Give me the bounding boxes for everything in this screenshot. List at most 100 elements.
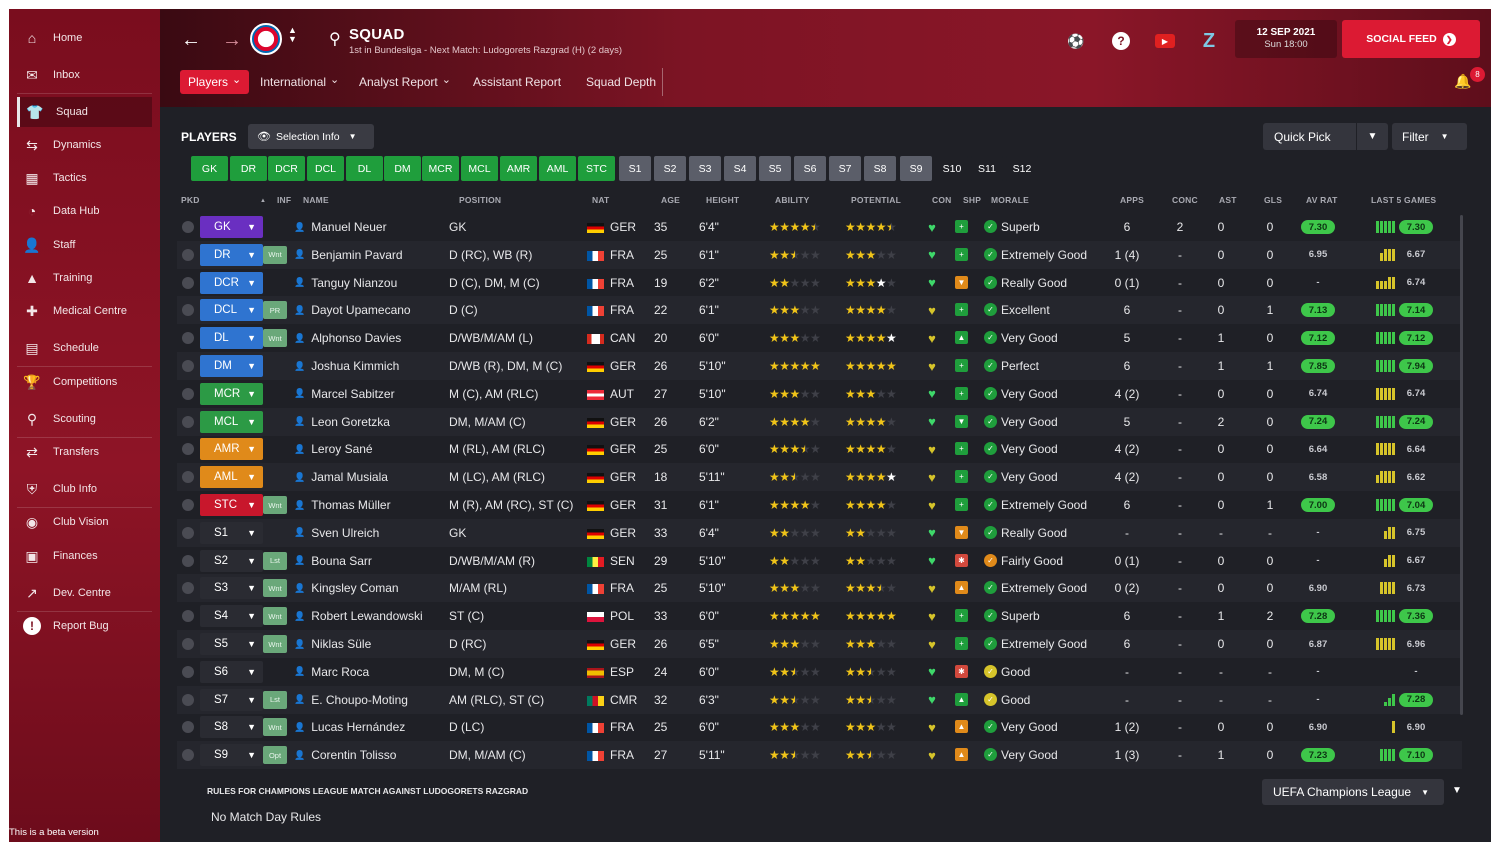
table-row[interactable]: S1 ▼ 👤 Sven Ulreich GK GER 33 6'4" ★★ ★ ★ ★ ★★ ★ ★ ★ ♥ ▼ ✓… [177,518,1462,547]
pick-checkbox[interactable] [182,499,194,511]
column-header-last-5-games[interactable]: LAST 5 GAMES [1371,195,1437,205]
pick-checkbox[interactable] [182,471,194,484]
selection-info-dropdown[interactable]: 👁 Selection Info ▼ [248,124,374,149]
pick-checkbox[interactable] [182,721,194,734]
pick-checkbox[interactable] [182,332,194,345]
sidebar-item-finances[interactable]: ▣ Finances [17,541,152,571]
column-header-potential[interactable]: POTENTIAL [851,195,901,205]
column-header-ability[interactable]: ABILITY [775,195,810,205]
back-arrow-icon[interactable]: ← [181,29,201,51]
pick-checkbox[interactable] [182,304,194,317]
pick-checkbox[interactable] [182,387,194,400]
sidebar-item-tactics[interactable]: ▦ Tactics [17,163,152,193]
sidebar-item-club-vision[interactable]: ◉ Club Vision [17,507,152,537]
sidebar-item-schedule[interactable]: ▤ Schedule [17,333,152,363]
column-header-ast[interactable]: AST [1219,195,1237,205]
position-button-aml[interactable]: AML [539,156,576,181]
sidebar-item-club-info[interactable]: ⛨ Club Info [17,474,152,504]
position-chip-amr[interactable]: AMR ▼ [200,438,263,461]
pick-checkbox[interactable] [182,221,194,233]
column-header-height[interactable]: HEIGHT [706,195,740,205]
table-row[interactable]: S3 ▼ Wnt 👤 Kingsley Coman M/AM (RL) FRA 25 5'10"… [177,574,1462,603]
player-name[interactable]: 👤 Jamal Musiala [294,463,388,491]
competition-select[interactable]: UEFA Champions League ▼ [1262,779,1444,805]
position-chip-dm[interactable]: DM ▼ [200,355,263,377]
sidebar-item-dynamics[interactable]: ⇆ Dynamics [17,130,152,160]
tab-analyst-report[interactable]: Analyst Report ⌄ [351,70,459,94]
sort-asc-icon[interactable]: ▲ [260,198,267,204]
sidebar-item-report-bug[interactable]: ! Report Bug [17,611,152,641]
video-icon[interactable]: ▶ [1154,31,1176,51]
column-header-name[interactable]: NAME [303,195,329,205]
position-chip-stc[interactable]: STC ▼ [200,494,263,516]
position-button-s2[interactable]: S2 [654,156,686,181]
position-button-mcr[interactable]: MCR [422,156,459,181]
social-feed-button[interactable]: SOCIAL FEED ❯ [1342,20,1480,58]
position-button-dm[interactable]: DM [384,156,421,181]
pick-checkbox[interactable] [182,360,194,372]
player-name[interactable]: 👤 Marcel Sabitzer [294,380,395,408]
club-switch-chevron-icon[interactable]: ▲ ▼ [288,25,297,44]
column-header-conc[interactable]: CONC [1172,195,1198,205]
player-name[interactable]: 👤 Niklas Süle [294,630,371,658]
table-row[interactable]: DL ▼ Wnt 👤 Alphonso Davies D/WB/M/AM (L) CAN 20… [177,324,1462,352]
sidebar-item-scouting[interactable]: ⚲ Scouting [17,404,152,434]
position-chip-mcr[interactable]: MCR ▼ [200,382,263,405]
pick-checkbox[interactable] [182,693,194,706]
position-button-gk[interactable]: GK [191,156,228,181]
player-name[interactable]: 👤 Sven Ulreich [294,519,379,547]
column-header-con[interactable]: CON [932,195,952,205]
position-chip-s6[interactable]: S6 ▼ [200,660,263,683]
column-header-age[interactable]: AGE [661,195,681,205]
position-chip-dcl[interactable]: DCL ▼ [200,299,263,322]
position-chip-s3[interactable]: S3 ▼ [200,577,263,600]
position-chip-s9[interactable]: S9 ▼ [200,744,263,767]
chevron-down-icon[interactable]: ▼ [1356,123,1388,150]
table-row[interactable]: AML ▼ 👤 Jamal Musiala M (LC), AM (RLC) GER 18 5… [177,463,1462,492]
sidebar-item-data-hub[interactable]: ◔ Data Hub [17,196,152,226]
football-icon[interactable]: ⚽ [1067,32,1085,49]
sidebar-item-staff[interactable]: 👤 Staff [17,230,152,260]
table-row[interactable]: S7 ▼ Lst 👤 E. Choupo-Moting AM (RLC), ST (C) C… [177,685,1462,714]
table-scrollbar[interactable] [1460,215,1463,715]
table-row[interactable]: DCL ▼ PR 👤 Dayot Upamecano D (C) FRA 22 6'1" ★★★ ★… [177,296,1462,325]
player-name[interactable]: 👤 E. Choupo-Moting [294,686,408,714]
search-icon[interactable]: ⚲ [329,31,341,48]
help-icon[interactable]: ? [1110,31,1132,51]
table-row[interactable]: S8 ▼ Wnt 👤 Lucas Hernández D (LC) FRA 25 6'0" ★★★… [177,713,1462,741]
player-name[interactable]: 👤 Bouna Sarr [294,547,372,575]
pick-checkbox[interactable] [182,526,194,539]
player-name[interactable]: 👤 Leroy Sané [294,435,373,463]
z-logo-icon[interactable]: Z [1202,29,1216,52]
player-name[interactable]: 👤 Alphonso Davies [294,324,401,352]
table-row[interactable]: S6 ▼ 👤 Marc Roca DM, M (C) ESP 24 6'0" ★★ ★ ★ ★ ★★ ★ ★… [177,658,1462,686]
position-chip-dr[interactable]: DR ▼ [200,243,263,266]
sidebar-item-transfers[interactable]: ⇄ Transfers [17,437,152,467]
collapse-chevron-icon[interactable]: ▼ [1452,785,1462,796]
position-button-s3[interactable]: S3 [689,156,721,181]
table-row[interactable]: DM ▼ 👤 Joshua Kimmich D/WB (R), DM, M (C) GER… [177,352,1462,380]
table-row[interactable]: DR ▼ Wnt 👤 Benjamin Pavard D (RC), WB (R) FRA 2… [177,240,1462,269]
player-name[interactable]: 👤 Corentin Tolisso [294,741,396,769]
table-row[interactable]: DCR ▼ 👤 Tanguy Nianzou D (C), DM, M (C) FRA 19… [177,269,1462,297]
player-name[interactable]: 👤 Tanguy Nianzou [294,269,397,297]
table-row[interactable]: STC ▼ Wnt 👤 Thomas Müller M (R), AM (RC), ST … [177,491,1462,519]
column-header-av-rat[interactable]: AV RAT [1306,195,1338,205]
sidebar-item-medical-centre[interactable]: ✚ Medical Centre [17,296,152,326]
column-header-pkd[interactable]: PKD [181,195,200,205]
position-chip-s5[interactable]: S5 ▼ [200,633,263,655]
player-name[interactable]: 👤 Joshua Kimmich [294,352,399,380]
position-chip-dcr[interactable]: DCR ▼ [200,271,263,294]
table-row[interactable]: S4 ▼ Wnt 👤 Robert Lewandowski ST (C) POL 33 6'0"… [177,602,1462,630]
position-button-s4[interactable]: S4 [724,156,756,181]
pick-checkbox[interactable] [182,415,194,428]
position-button-s5[interactable]: S5 [759,156,791,181]
position-chip-s7[interactable]: S7 ▼ [200,688,263,711]
position-button-s1[interactable]: S1 [619,156,651,181]
position-button-dl[interactable]: DL [346,156,383,181]
player-name[interactable]: 👤 Marc Roca [294,658,369,686]
position-button-dcr[interactable]: DCR [268,156,305,181]
position-button-s7[interactable]: S7 [829,156,861,181]
position-chip-gk[interactable]: GK ▼ [200,216,263,238]
pick-checkbox[interactable] [182,749,194,762]
